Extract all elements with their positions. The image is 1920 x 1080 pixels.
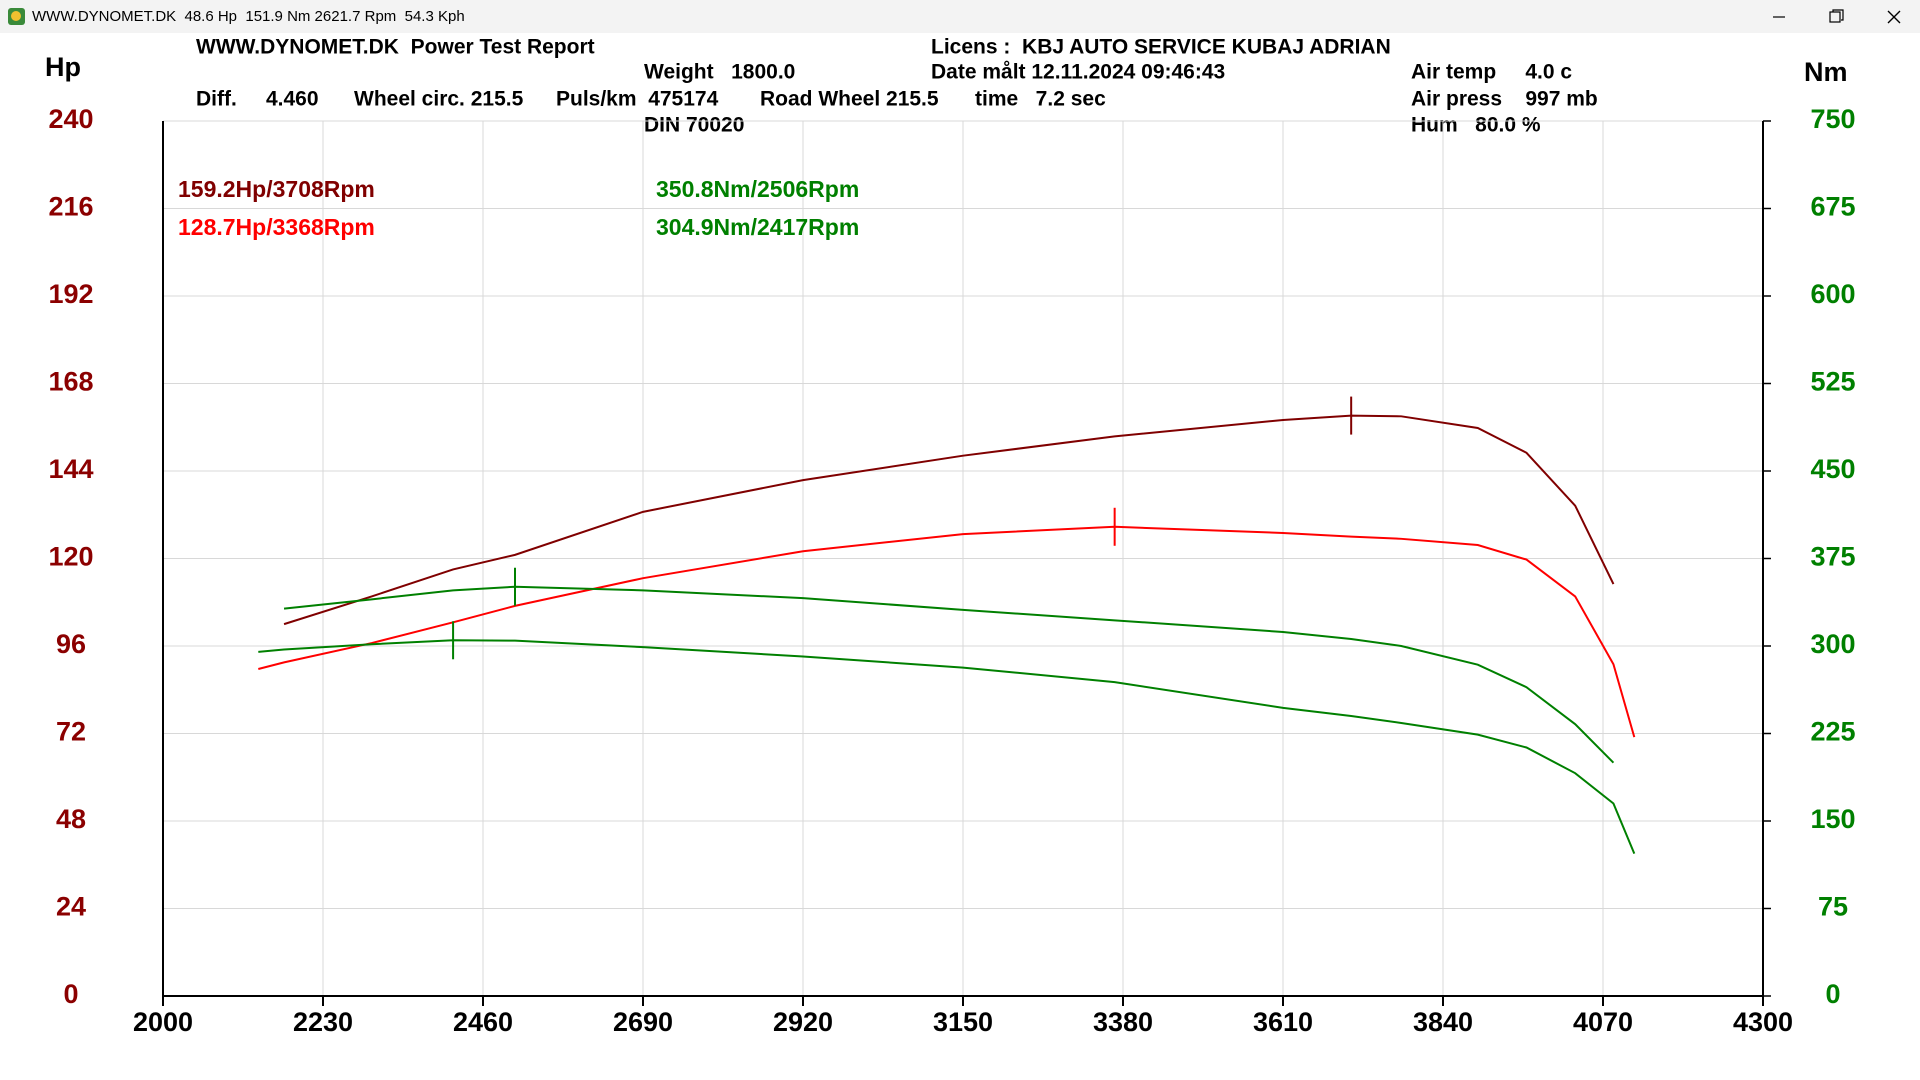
- y-tick-label: 120: [48, 542, 93, 572]
- x-tick-label: 3150: [933, 1007, 993, 1037]
- close-button[interactable]: [1887, 10, 1901, 24]
- info-air-press: Air press 997 mb: [1411, 88, 1598, 111]
- series-line: [258, 639, 1636, 855]
- series-line: [283, 414, 1615, 626]
- info-puls: Puls/km 475174: [556, 88, 719, 111]
- info-air-temp: Air temp 4.0 c: [1411, 61, 1572, 84]
- restore-button[interactable]: [1829, 9, 1844, 23]
- y-axis-label: Hp: [45, 52, 81, 82]
- legend-label: 304.9Nm/2417Rpm: [656, 214, 859, 240]
- x-tick-label: 3380: [1093, 1007, 1153, 1037]
- info-din: DIN 70020: [644, 114, 744, 137]
- legend-label: 159.2Hp/3708Rpm: [178, 176, 375, 202]
- y-tick-label: 24: [56, 892, 86, 922]
- info-diff: Diff. 4.460: [196, 88, 319, 111]
- legend-label: 128.7Hp/3368Rpm: [178, 214, 375, 240]
- y-tick-label: 240: [48, 104, 93, 134]
- y2-tick-label: 525: [1810, 367, 1855, 397]
- x-tick-label: 2690: [613, 1007, 673, 1037]
- y2-tick-label: 150: [1810, 804, 1855, 834]
- x-tick-label: 3610: [1253, 1007, 1313, 1037]
- y2-tick-label: 675: [1810, 192, 1855, 222]
- y2-tick-label: 450: [1810, 454, 1855, 484]
- x-tick-label: 4300: [1733, 1007, 1793, 1037]
- x-tick-label: 2000: [133, 1007, 193, 1037]
- title-bar: [0, 0, 1920, 33]
- x-tick-label: 3840: [1413, 1007, 1473, 1037]
- x-tick-label: 4070: [1573, 1007, 1633, 1037]
- x-tick-label: 2920: [773, 1007, 833, 1037]
- axis-frame: [162, 121, 1764, 997]
- y2-tick-label: 75: [1818, 892, 1848, 922]
- series-line: [283, 585, 1615, 764]
- y-tick-label: 72: [56, 717, 86, 747]
- y-tick-label: 216: [48, 192, 93, 222]
- y2-tick-label: 225: [1810, 717, 1855, 747]
- window-title: WWW.DYNOMET.DK 48.6 Hp 151.9 Nm 2621.7 R…: [32, 8, 465, 25]
- report-title: WWW.DYNOMET.DK Power Test Report: [196, 36, 595, 59]
- info-weight: Weight 1800.0: [644, 61, 795, 84]
- y-tick-label: 96: [56, 629, 86, 659]
- y2-axis-label: Nm: [1804, 57, 1848, 87]
- y2-tick-label: 600: [1810, 279, 1855, 309]
- info-time: time 7.2 sec: [975, 88, 1106, 111]
- y-tick-label: 0: [63, 979, 78, 1009]
- y-tick-label: 168: [48, 367, 93, 397]
- y2-tick-label: 0: [1825, 979, 1840, 1009]
- info-date: Date målt 12.11.2024 09:46:43: [931, 61, 1225, 84]
- y-tick-label: 144: [48, 454, 93, 484]
- info-wheel-circ: Wheel circ. 215.5: [354, 88, 524, 111]
- info-hum: Hum 80.0 %: [1411, 114, 1541, 137]
- y2-tick-label: 375: [1810, 542, 1855, 572]
- x-tick-label: 2460: [453, 1007, 513, 1037]
- app-icon: [8, 8, 25, 25]
- y2-tick-label: 750: [1810, 104, 1855, 134]
- y-tick-label: 192: [48, 279, 93, 309]
- y-tick-label: 48: [56, 804, 86, 834]
- info-license: Licens : KBJ AUTO SERVICE KUBAJ ADRIAN: [931, 36, 1391, 59]
- info-road-wheel: Road Wheel 215.5: [760, 88, 939, 111]
- x-tick-label: 2230: [293, 1007, 353, 1037]
- legend-label: 350.8Nm/2506Rpm: [656, 176, 859, 202]
- y2-tick-label: 300: [1810, 629, 1855, 659]
